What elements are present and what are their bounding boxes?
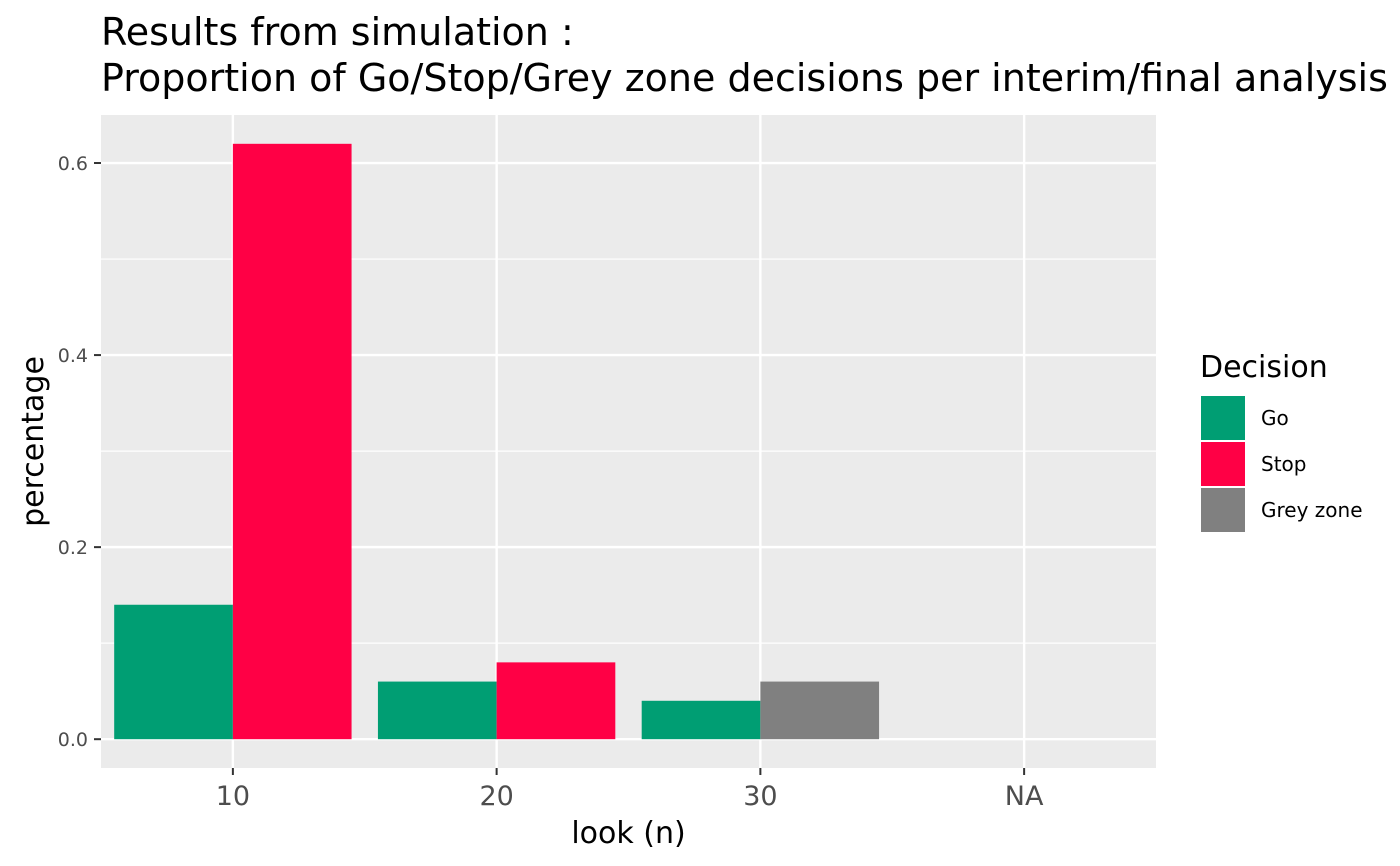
bar-stop-20 — [496, 662, 616, 740]
legend-label: Stop — [1261, 452, 1306, 476]
bar-grey-zone-30 — [760, 681, 880, 740]
bar-go-20 — [377, 681, 497, 740]
bar-go-10 — [114, 604, 233, 740]
legend-key-grey-zone — [1201, 488, 1245, 532]
x-tick-label: 20 — [479, 781, 513, 812]
bar-stop-10 — [232, 143, 352, 740]
bar-go-30 — [641, 700, 761, 740]
y-tick-label: 0.2 — [58, 537, 88, 559]
bars — [114, 143, 880, 740]
x-tick-label: 10 — [216, 781, 250, 812]
y-axis-title: percentage — [16, 356, 51, 527]
legend-label: Grey zone — [1261, 498, 1363, 522]
chart-title-line2: Proportion of Go/Stop/Grey zone decision… — [101, 56, 1388, 100]
legend-title: Decision — [1200, 350, 1328, 385]
legend: Decision Go Stop Grey zone — [1200, 350, 1363, 532]
x-tick-label: 30 — [743, 781, 777, 812]
chart-title-line1: Results from simulation : — [101, 10, 574, 54]
legend-key-stop — [1201, 442, 1245, 486]
y-tick-label: 0.4 — [58, 345, 88, 367]
legend-key-go — [1201, 396, 1245, 440]
x-axis: 10 20 30 NA — [216, 768, 1044, 812]
y-tick-label: 0.0 — [58, 729, 88, 751]
x-tick-label: NA — [1005, 781, 1044, 812]
y-tick-label: 0.6 — [58, 153, 88, 175]
y-axis: 0.0 0.2 0.4 0.6 — [58, 153, 101, 751]
legend-label: Go — [1261, 406, 1289, 430]
x-axis-title: look (n) — [571, 816, 685, 851]
